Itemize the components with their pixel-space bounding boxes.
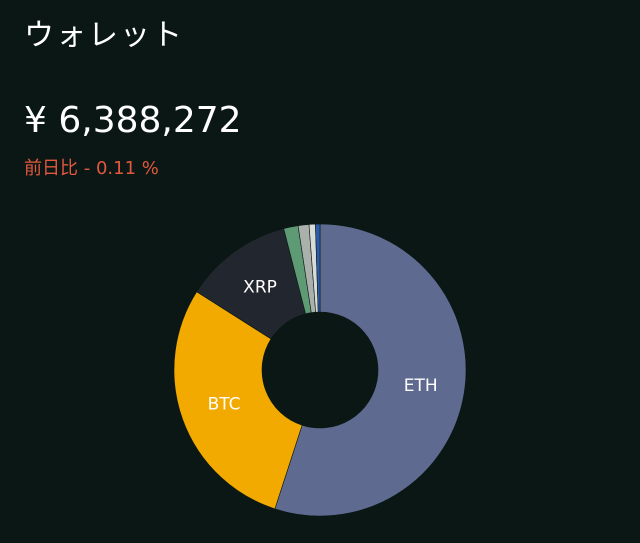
daily-change: 前日比 - 0.11 % — [24, 158, 159, 179]
total-amount: ¥ 6,388,272 — [24, 100, 242, 141]
segment-label: XRP — [243, 277, 277, 297]
page-title: ウォレット — [24, 18, 184, 53]
segment-label: BTC — [208, 395, 241, 415]
donut-segment — [315, 223, 321, 313]
donut-segment — [173, 291, 303, 510]
donut-segment — [274, 223, 467, 517]
segment-label: ETH — [404, 376, 438, 396]
